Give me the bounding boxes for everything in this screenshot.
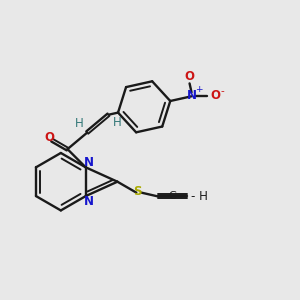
Text: O: O	[210, 89, 220, 102]
Text: H: H	[75, 117, 84, 130]
Text: H: H	[113, 116, 122, 129]
Text: - H: - H	[191, 190, 208, 203]
Text: N: N	[84, 194, 94, 208]
Text: +: +	[195, 85, 202, 94]
Text: O: O	[184, 70, 195, 83]
Text: N: N	[187, 89, 196, 102]
Text: S: S	[133, 185, 142, 198]
Text: O: O	[44, 131, 54, 144]
Text: -: -	[220, 86, 224, 96]
Text: C: C	[169, 191, 176, 201]
Text: N: N	[84, 156, 94, 169]
